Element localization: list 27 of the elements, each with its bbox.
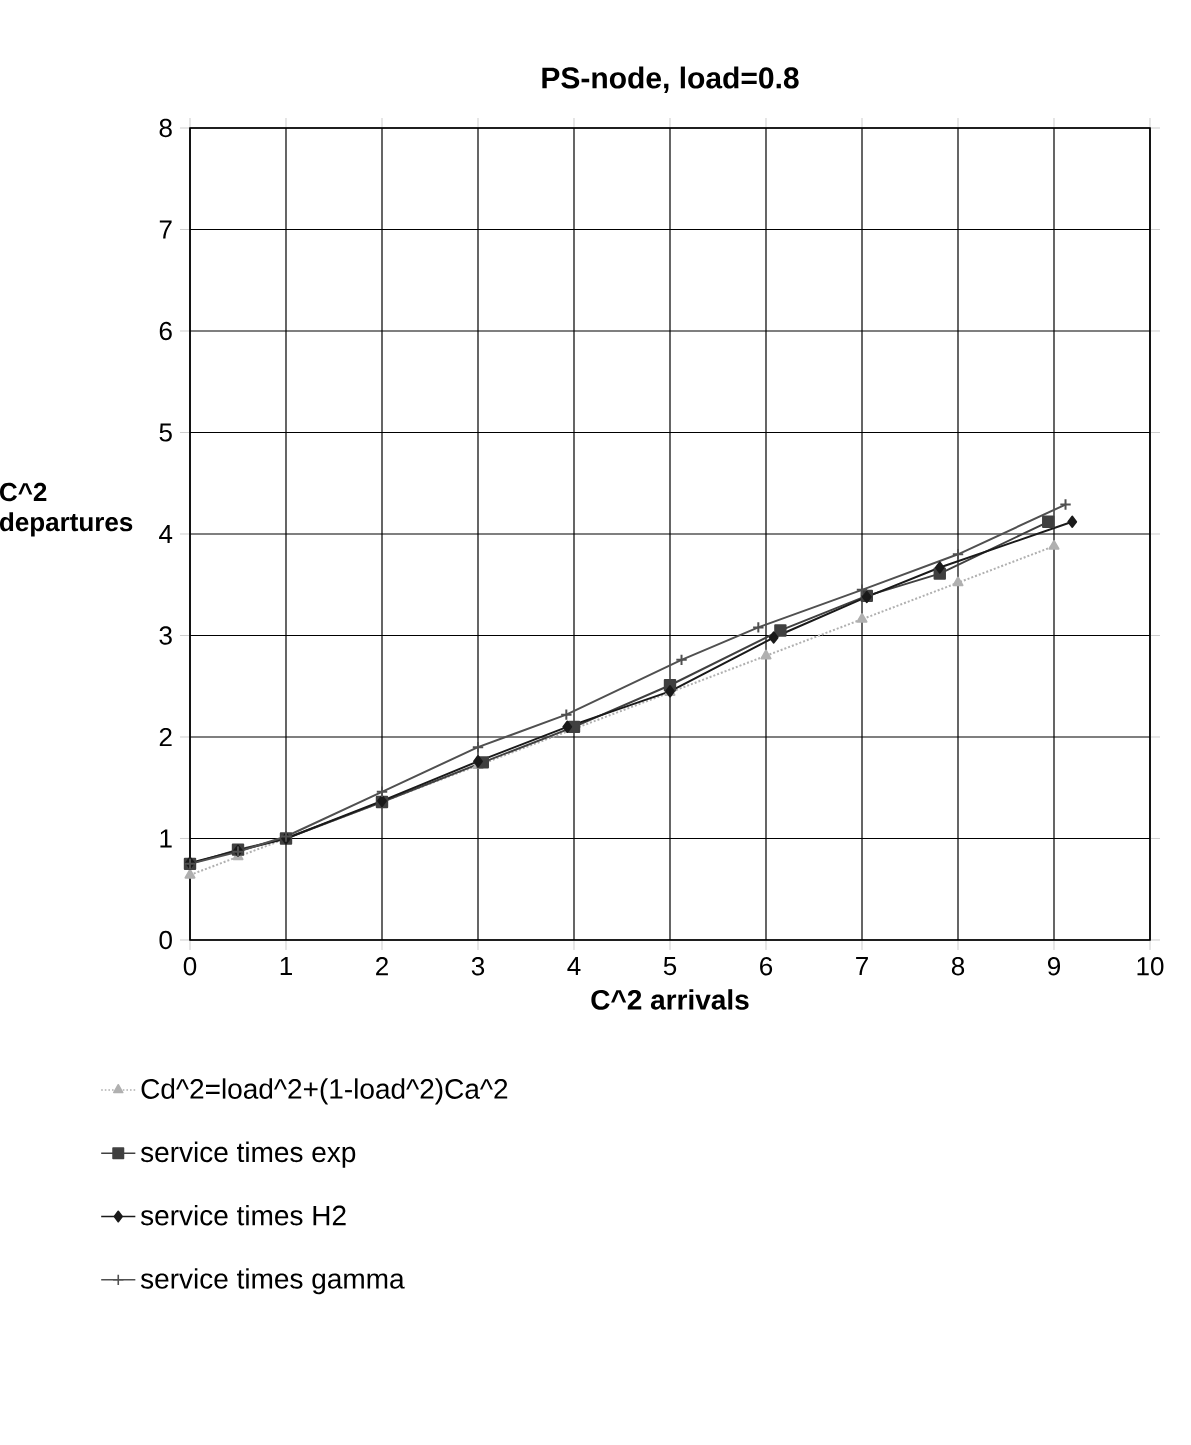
chart-title: PS-node, load=0.8 (542, 66, 799, 93)
x-tick-label: 8 (951, 957, 965, 976)
y-tick-label: 2 (159, 727, 172, 747)
y-tick-label: 3 (159, 626, 172, 645)
x-tick-label: 7 (856, 957, 868, 975)
y-tick-label: 0 (159, 930, 172, 950)
x-tick-label: 3 (471, 957, 485, 976)
x-tick-label: 1 (280, 957, 292, 975)
legend-label: service times gamma (140, 1268, 405, 1295)
y-tick-label: 5 (159, 423, 172, 442)
y-tick-label: 6 (159, 321, 172, 341)
y-tick-label: 7 (159, 220, 172, 239)
legend-label: service times H2 (140, 1204, 346, 1226)
y-tick-label: 8 (159, 118, 172, 138)
y-axis-title: C^2 departures (0, 482, 133, 537)
x-tick-label: 4 (567, 957, 581, 975)
x-tick-label: 6 (760, 957, 773, 976)
legend-label: Cd^2=load^2+(1-load^2)Ca^2 (141, 1078, 508, 1105)
y-tick-label: 4 (159, 525, 173, 543)
y-tick-label: 1 (160, 829, 172, 848)
x-tick-label: 5 (663, 957, 677, 976)
x-axis-title: C^2 arrivals (591, 989, 749, 1010)
legend-label: service times exp (140, 1141, 356, 1168)
x-tick-label: 10 (1137, 957, 1164, 976)
x-tick-label: 2 (376, 957, 388, 976)
x-tick-label: 0 (183, 957, 197, 976)
x-tick-label: 9 (1047, 957, 1061, 976)
